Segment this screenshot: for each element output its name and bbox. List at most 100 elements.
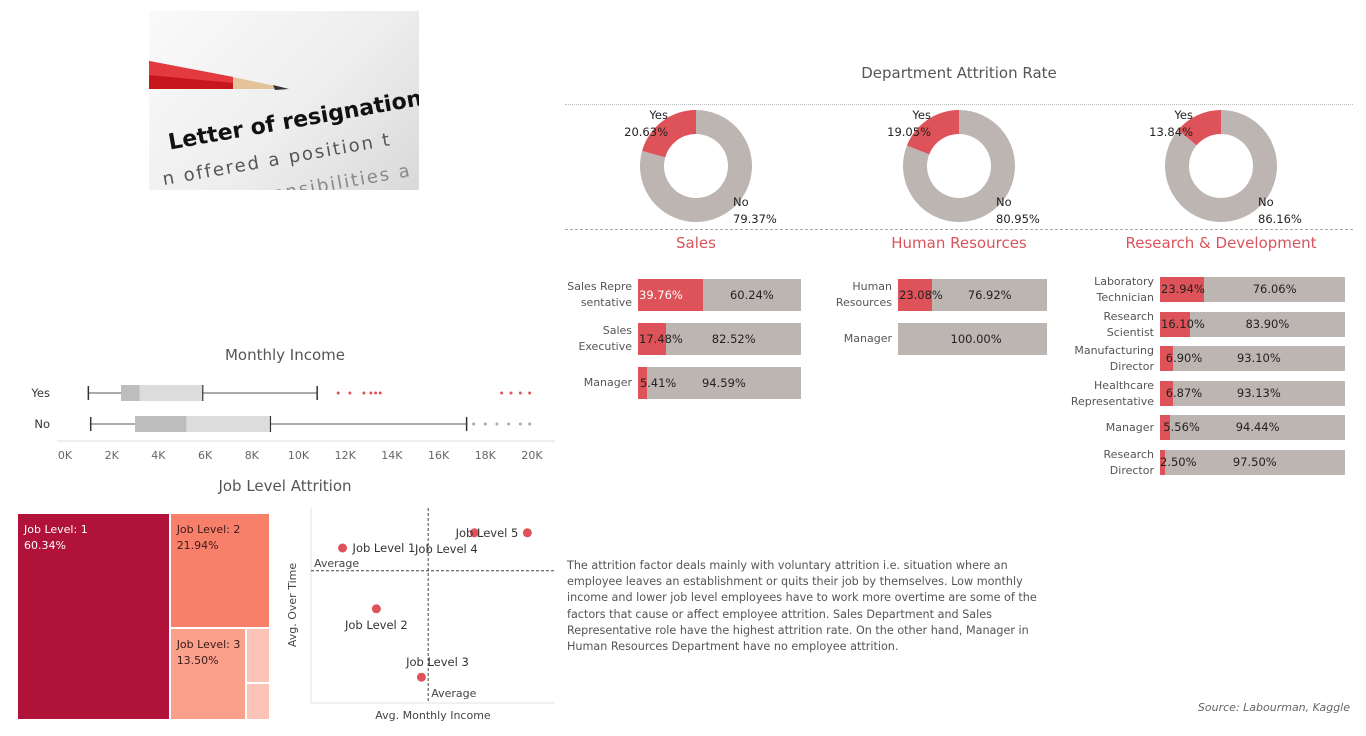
boxplot-outlier-1-4 [518,422,522,426]
donut-no-pct-2: 86.16% [1258,212,1302,226]
dept-title-sales: Sales [676,234,716,252]
bar-no-value-2-2: 93.10% [1236,351,1281,365]
resignation-photo-illustration: Letter of resignation n offered a positi… [149,61,419,190]
boxplot-outlier-0-4 [374,391,378,395]
scatter-point-label-3: Job Level 3 [405,655,469,669]
boxplot-tick-4: 8K [245,449,260,462]
boxplot-tick-2: 4K [151,449,166,462]
boxplot-outlier-1-0 [472,422,476,426]
treemap-cell-3: Job Level: 3 13.50% [169,627,247,720]
boxplot-tick-3: 6K [198,449,213,462]
boxplot-row-label-0: Yes [30,386,50,400]
donut-yes-label-2: Yes [1173,108,1193,122]
bar-no-value-0-0: 60.24% [729,288,774,302]
boxplot-outlier-0-5 [378,391,382,395]
bar-2-2: 6.90% 93.10% [1160,346,1345,371]
treemap-value-3: 13.50% [176,653,219,667]
bar-2-3: 6.87% 93.13% [1160,381,1345,406]
bar-0-2: 5.41% 94.59% [638,367,801,399]
bar-2-5: 2.50% 97.50% [1160,450,1345,475]
bar-no-value-0-2: 94.59% [701,376,746,390]
treemap-cell-4 [246,627,270,683]
bar-yes-2-3 [1160,381,1173,406]
donut-no-label-2: No [1258,195,1274,209]
bar-no-value-2-0: 76.06% [1252,282,1297,296]
bar-yes-value-0-1: 17.48% [639,332,683,346]
bar-yes-1-0 [898,279,933,311]
bar-label-2-3: Healthcare Representative [1070,378,1154,408]
resignation-photo: Letter of resignation n offered a positi… [149,11,419,190]
donut-slice-no-1 [903,110,1015,222]
boxplot-tick-1: 2K [105,449,120,462]
bar-label-2-0: Laboratory Technician [1094,274,1154,304]
donut-yes-pct-1: 19.05% [887,125,931,139]
scatter-avg-x-label: Average [431,687,476,700]
bar-label-0-0: Sales Repre sentative [567,280,632,309]
bar-yes-0-1 [638,323,667,355]
donut-slice-no-2 [1165,110,1277,222]
boxplot-outlier-0-9 [528,391,532,395]
boxplot-outlier-0-7 [509,391,513,395]
bar-0-1: 17.48% 82.52% [638,323,801,355]
treemap-cell-2: Job Level: 2 21.94% [169,513,270,628]
scatter-point-label-1: Job Level 1 [352,541,416,555]
treemap-cell-1: Job Level: 1 60.34% [17,513,170,720]
bar-no-value-2-5: 97.50% [1232,455,1277,469]
boxplot-tick-9: 18K [475,449,497,462]
treemap-label-1: Job Level: 1 [24,523,88,536]
boxplot-outlier-1-3 [507,422,511,426]
bar-label-2-4: Manager [1105,420,1154,434]
donut-slice-yes-0 [642,110,696,158]
divider-top [565,104,1353,105]
boxplot-lower-box-0 [121,385,140,401]
bar-2-4: 5.56% 94.44% [1160,415,1345,440]
treemap-value-1: 60.34% [24,539,66,552]
scatter-point-label-5: Job Level 5 [455,526,519,540]
job-level-scatter: Average Average Job Level 1 Job Level 2 Job … [286,508,555,722]
donut-yes-label-1: Yes [911,108,931,122]
bar-label-2-5: Research Director [1103,447,1154,477]
bar-1-1: 100.00% [898,323,1047,355]
donut-yes-label-0: Yes [648,108,668,122]
boxplot-outlier-1-5 [528,422,532,426]
boxplot-upper-box-1 [186,416,271,432]
boxplot-outlier-0-6 [500,391,504,395]
boxplot-tick-10: 20K [521,449,543,462]
donut-no-label-0: No [733,195,749,209]
treemap-cell-5 [246,682,270,720]
bar-no-value-2-3: 93.13% [1236,386,1281,400]
bar-yes-value-2-2: 6.90% [1165,351,1203,365]
bar-yes-2-0 [1160,277,1205,302]
boxplot-tick-6: 12K [335,449,357,462]
source-text: Source: Labourman, Kaggle [1197,701,1350,714]
boxplot-tick-0: 0K [58,449,73,462]
scatter-point-3 [416,672,426,682]
bar-yes-value-2-5: 2.50% [1160,455,1197,469]
bar-0-0: 39.76% 60.24% [638,279,801,311]
boxplot-outlier-0-3 [369,391,373,395]
boxplot-row-label-1: No [34,417,50,431]
bar-no-value-0-1: 82.52% [711,332,756,346]
boxplot-tick-5: 10K [288,449,310,462]
donut-yes-pct-2: 13.84% [1149,125,1193,139]
treemap-value-2: 21.94% [176,539,219,552]
bar-yes-value-2-0: 23.94% [1161,282,1205,296]
bar-label-0-1: Sales Executive [578,324,632,353]
boxplot-outlier-0-2 [362,391,366,395]
dept-title-hr: Human Resources [891,234,1027,252]
bar-label-0-2: Manager [583,376,632,389]
scatter-ylabel: Avg. Over Time [286,563,299,647]
boxplot-upper-box-0 [139,385,203,401]
bar-no-value-1-0: 76.92% [967,288,1012,302]
bar-yes-0-0 [638,279,703,311]
dept-attrition-title: Department Attrition Rate [861,64,1057,82]
bar-yes-2-5 [1160,450,1165,475]
bar-label-1-0: Human Resources [835,280,892,309]
description-text: The attrition factor deals mainly with v… [567,559,1037,654]
scatter-xlabel: Avg. Monthly Income [375,709,491,722]
bar-no-value-2-4: 94.44% [1235,420,1280,434]
pencil-icon [149,61,289,90]
monthly-income-title: Monthly Income [224,346,346,364]
bar-no-value-1-1: 100.00% [950,332,1002,346]
bar-1-0: 23.08% 76.92% [898,279,1047,311]
